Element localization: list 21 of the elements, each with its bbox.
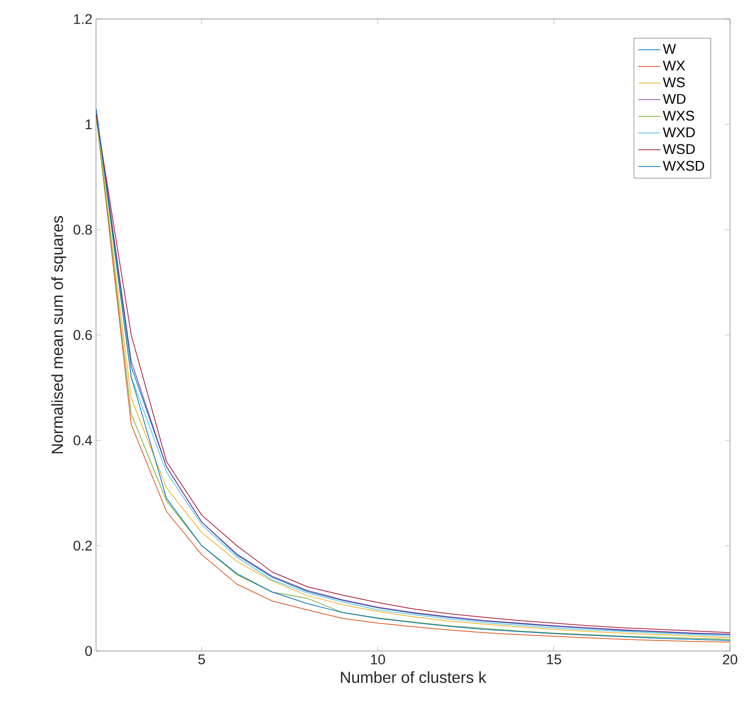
- y-tick-label: 0.2: [74, 540, 92, 551]
- legend-label: WD: [662, 94, 686, 104]
- y-tick-label: 1.2: [74, 14, 92, 24]
- x-tick-label: 10: [371, 654, 386, 664]
- legend-label: WXSD: [662, 160, 704, 171]
- x-tick-label: 5: [198, 654, 205, 664]
- y-tick-label: 0.6: [74, 330, 92, 340]
- legend-label: WXD: [662, 127, 695, 138]
- y-tick-label: 0.8: [74, 224, 92, 235]
- legend-label: WXS: [662, 110, 694, 121]
- y-tick-label: 1: [86, 120, 92, 130]
- y-tick-label: 0.4: [74, 435, 92, 446]
- y-tick-label: 0: [85, 646, 92, 656]
- legend-label: W: [662, 44, 676, 54]
- legend-label: WX: [662, 60, 686, 70]
- x-axis-title: Number of clusters k: [340, 671, 486, 684]
- x-tick-label: 15: [547, 654, 562, 664]
- legend-label: WS: [662, 77, 685, 88]
- y-axis-title: Normalised mean sum of squares: [51, 216, 66, 454]
- x-tick-label: 20: [722, 654, 738, 664]
- legend-label: WSD: [662, 144, 695, 154]
